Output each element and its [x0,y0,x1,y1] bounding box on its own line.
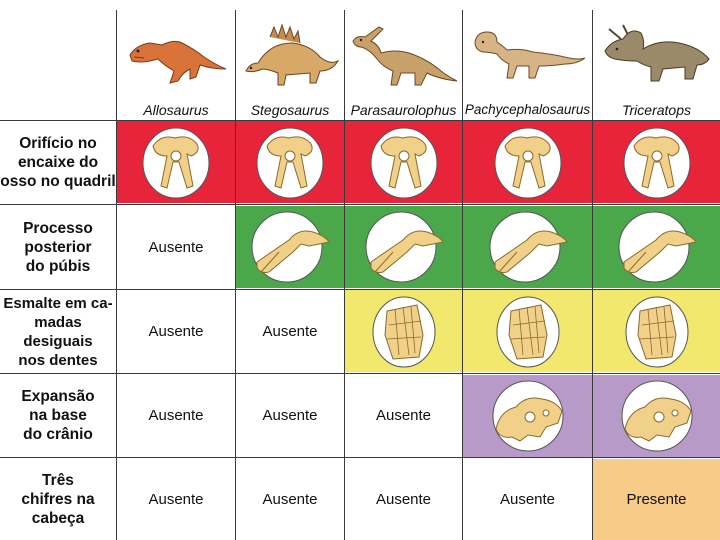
taxon-label-allosaurus: Allosaurus [143,102,209,118]
taxon-label-parasaurolophus: Parasaurolophus [350,102,457,118]
taxon-label-stegosaurus: Stegosaurus [250,102,330,118]
skull-illustration [463,374,592,457]
hip-bone-illustration [236,121,344,204]
tooth-illustration [345,290,462,373]
pubis-bone-illustration [593,205,720,289]
cell-skull-allosaurus: Ausente [148,407,204,424]
cell-horns-triceratops: Presente [626,490,687,508]
cell-horns-parasaurolophus: Ausente [375,490,432,508]
tooth-illustration [593,290,720,373]
cell-skull-stegosaurus: Ausente [262,407,318,424]
pubis-bone-illustration [463,205,592,289]
triceratops-illustration [593,10,720,98]
pubis-bone-illustration [236,205,344,289]
cell-horns-stegosaurus: Ausente [262,490,318,508]
row-label-skull: Expansão na base do crânio [21,388,95,443]
pachycephalosaurus-illustration [463,10,592,98]
band-horns [592,459,720,540]
row-label-hip-hole: Orifício no encaixe do osso no quadril [0,135,116,190]
cell-skull-parasaurolophus: Ausente [375,407,432,424]
skull-illustration [593,374,720,457]
parasaurolophus-illustration [345,10,462,98]
row-label-enamel: Esmalte em ca- madas desiguais nos dente… [3,294,113,369]
stegosaurus-illustration [236,10,344,98]
hip-bone-illustration [345,121,462,204]
tooth-illustration [463,290,592,373]
hip-bone-illustration [593,121,720,204]
taxon-label-triceratops: Triceratops [622,102,691,118]
hip-bone-illustration [117,121,235,204]
cell-pubis-allosaurus: Ausente [148,238,204,256]
cell-enamel-stegosaurus: Ausente [262,323,318,340]
hip-bone-illustration [463,121,592,204]
row-label-pubis: Processo posterior do púbis [23,219,93,275]
taxon-label-pachycephalosaurus: Pachycephalosaurus [464,102,591,117]
cell-horns-allosaurus: Ausente [148,490,204,508]
cell-horns-pachycephalosaurus: Ausente [499,490,556,508]
row-label-horns: Três chifres na cabeça [21,471,95,527]
allosaurus-illustration [117,10,235,98]
pubis-bone-illustration [345,205,462,289]
cell-enamel-allosaurus: Ausente [148,323,204,340]
